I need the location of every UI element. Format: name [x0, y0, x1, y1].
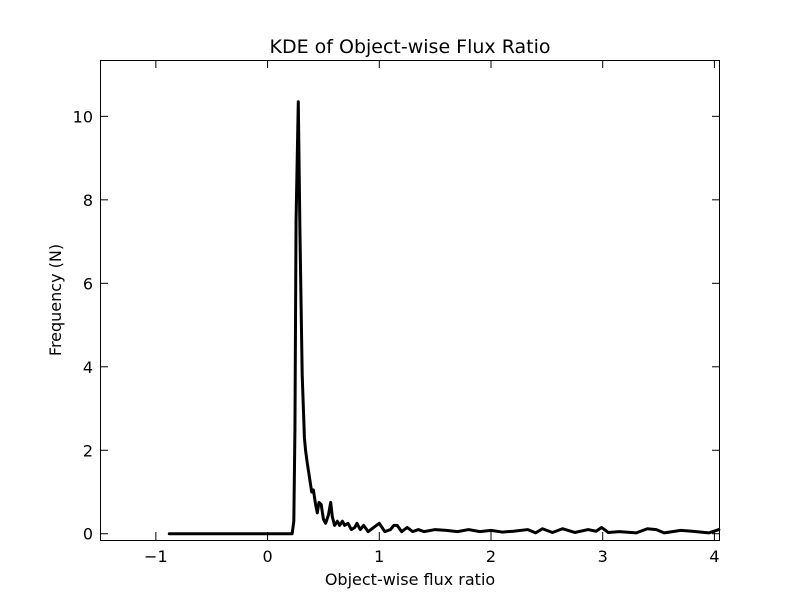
x-axis-label: Object-wise flux ratio	[325, 570, 495, 589]
kde-line	[169, 102, 719, 534]
y-tick-label: 10	[73, 107, 93, 126]
x-tick-label: 0	[262, 547, 272, 566]
x-tick-label: −1	[144, 547, 168, 566]
y-tick-label: 6	[83, 274, 93, 293]
y-tick-label: 4	[83, 358, 93, 377]
y-tick-label: 0	[83, 525, 93, 544]
chart-title: KDE of Object-wise Flux Ratio	[270, 36, 551, 58]
x-tick-label: 1	[374, 547, 384, 566]
x-tick-label: 3	[598, 547, 608, 566]
plot-frame	[101, 61, 720, 541]
y-axis-ticks: 0 2 4 6 8 10	[73, 107, 720, 543]
y-axis-label: Frequency (N)	[46, 244, 65, 356]
x-tick-label: 4	[709, 547, 719, 566]
plot-area	[169, 102, 719, 534]
x-axis-ticks: −1 0 1 2 3 4	[144, 60, 719, 566]
x-tick-label: 2	[486, 547, 496, 566]
y-tick-label: 2	[83, 441, 93, 460]
y-tick-label: 8	[83, 191, 93, 210]
